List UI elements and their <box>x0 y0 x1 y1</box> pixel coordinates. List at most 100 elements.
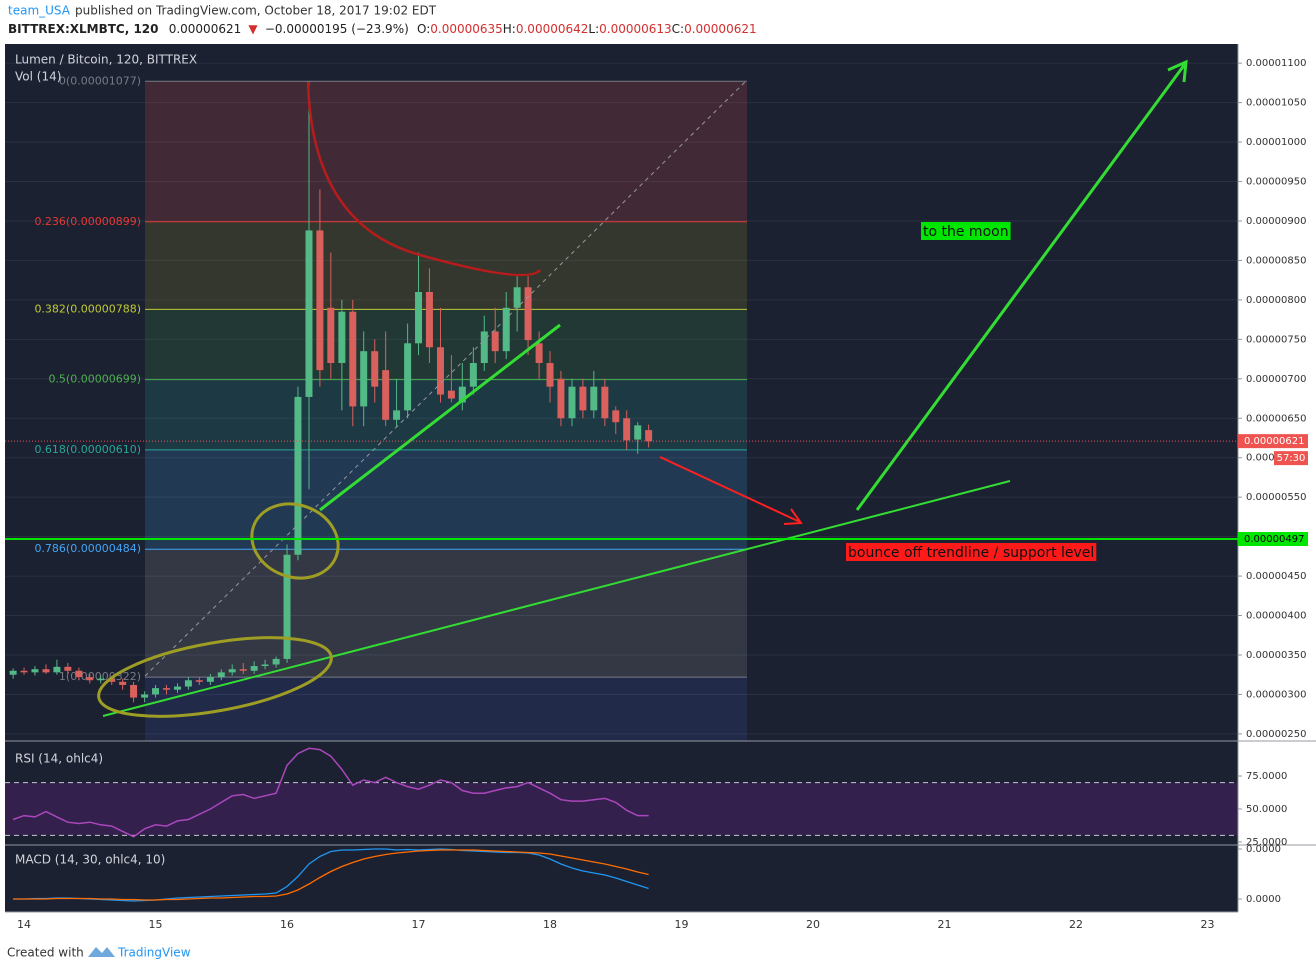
candle-body <box>415 291 423 344</box>
fib-label: 1(0.00000322) <box>59 670 141 683</box>
fib-label: 0.786(0.00000484) <box>34 542 141 555</box>
down-triangle: ▼ <box>248 22 258 36</box>
fib-label: 0.236(0.00000899) <box>34 215 141 228</box>
candle-body <box>31 669 39 673</box>
ohlc-value: 0.00000613 <box>599 22 672 36</box>
y-tick-label: 0.00001000 <box>1246 137 1306 148</box>
y-tick-label: 25.0000 <box>1246 837 1287 848</box>
brand: TradingView <box>117 946 191 960</box>
candle-body <box>250 666 258 671</box>
y-tick-label: 0.00000350 <box>1246 650 1306 661</box>
fib-label: 0.5(0.00000699) <box>48 373 141 386</box>
ohlc-label: O: <box>417 22 430 36</box>
last-price-tag <box>1238 434 1308 449</box>
y-tick-label: 0.00001050 <box>1246 98 1306 109</box>
x-tick-label: 15 <box>149 918 163 931</box>
candle-body <box>458 386 466 403</box>
candle-body <box>239 669 247 671</box>
candle-body <box>338 311 346 364</box>
candle-body <box>360 351 368 407</box>
candle-body <box>97 678 105 681</box>
moon-arrow-head <box>1167 59 1188 83</box>
pane-title: MACD (14, 30, ohlc4, 10) <box>15 853 165 867</box>
candle-body <box>20 670 28 673</box>
candle-body <box>425 291 433 348</box>
candle-body <box>64 666 72 671</box>
candle-body <box>272 658 280 665</box>
y-tick-label: 50.0000 <box>1246 804 1287 815</box>
candle-body <box>447 390 455 399</box>
candle-body <box>491 331 499 352</box>
y-tick-label: 0.0000 <box>1246 844 1281 855</box>
x-tick-label: 22 <box>1069 918 1083 931</box>
candle-body <box>9 670 17 675</box>
candle-body <box>53 666 61 673</box>
candle-body <box>42 669 50 673</box>
candle-body <box>173 686 181 690</box>
symbol: BITTREX:XLMBTC, 120 <box>8 22 159 36</box>
last-price-label: 0.00000621 <box>1244 436 1304 447</box>
candle-body <box>513 287 521 308</box>
trendline <box>319 323 561 512</box>
labels: to the moon bounce off trendline / suppor… <box>5 222 1238 561</box>
x-tick-label: 17 <box>412 918 426 931</box>
plot-background <box>5 44 1238 912</box>
candle-body <box>393 410 401 420</box>
ohlc-value: 0.00000621 <box>684 22 757 36</box>
drawings <box>97 59 1188 718</box>
price-axis <box>1238 44 1316 912</box>
author: team_USA <box>8 4 71 18</box>
y-tick-label: 0.00000450 <box>1246 571 1306 582</box>
candle-body <box>195 680 203 682</box>
pane-title: Lumen / Bitcoin, 120, BITTREX <box>15 53 197 67</box>
candle-body <box>579 386 587 411</box>
fib-label: 0.618(0.00000610) <box>34 443 141 456</box>
candle-body <box>601 386 609 419</box>
time-axis <box>5 912 1238 938</box>
fib-zone <box>145 449 747 550</box>
candle-body <box>382 370 390 420</box>
candle-body <box>612 410 620 423</box>
candle-body <box>535 343 543 364</box>
candle-body <box>217 672 225 678</box>
highlight-circle <box>250 502 340 580</box>
candle-body <box>404 343 412 411</box>
ohlc-label: L: <box>588 22 599 36</box>
change: −0.00000195 (−23.9%) <box>265 22 409 36</box>
pane-title: RSI (14, ohlc4) <box>15 752 103 766</box>
countdown-label: 57:30 <box>1277 453 1306 464</box>
fib-label: 0(0.00001077) <box>59 74 141 87</box>
moon-arrow <box>855 63 1187 511</box>
y-tick-label: 0.00000850 <box>1246 255 1306 266</box>
fib-zone <box>145 309 747 380</box>
annotation: bounce off trendline / support level <box>846 543 1097 561</box>
trendline <box>102 480 1011 717</box>
rsi-line <box>12 747 649 838</box>
candle-body <box>645 430 653 442</box>
fib-zone <box>145 81 747 222</box>
candle-body <box>283 554 291 659</box>
y-tick-label: 0.00000750 <box>1246 334 1306 345</box>
candle-body <box>469 363 477 387</box>
x-tick-label: 20 <box>806 918 820 931</box>
candle-body <box>480 331 488 364</box>
candle-body <box>119 681 127 685</box>
candle-body <box>162 688 170 690</box>
x-tick-label: 21 <box>938 918 952 931</box>
volume-label: Vol (14) <box>15 70 61 84</box>
ohlc-value: 0.00000635 <box>430 22 503 36</box>
y-tick-label: 0.00000700 <box>1246 374 1306 385</box>
fib-zone <box>145 221 747 310</box>
candle-body <box>623 418 631 441</box>
candle-body <box>557 378 565 419</box>
candle-body <box>206 677 214 682</box>
annotation-text: to the moon <box>923 224 1009 240</box>
macd-line <box>13 849 649 901</box>
y-tick-label: 0.00001100 <box>1246 58 1306 69</box>
axes: 14 15 16 17 18 19 20 21 22 23 0.00000250 0.00000300… <box>17 58 1308 931</box>
y-tick-label: 0.0000 <box>1246 894 1281 905</box>
x-tick-label: 18 <box>543 918 557 931</box>
y-tick-label: 0.00000800 <box>1246 295 1306 306</box>
highlight-circle <box>97 636 333 718</box>
